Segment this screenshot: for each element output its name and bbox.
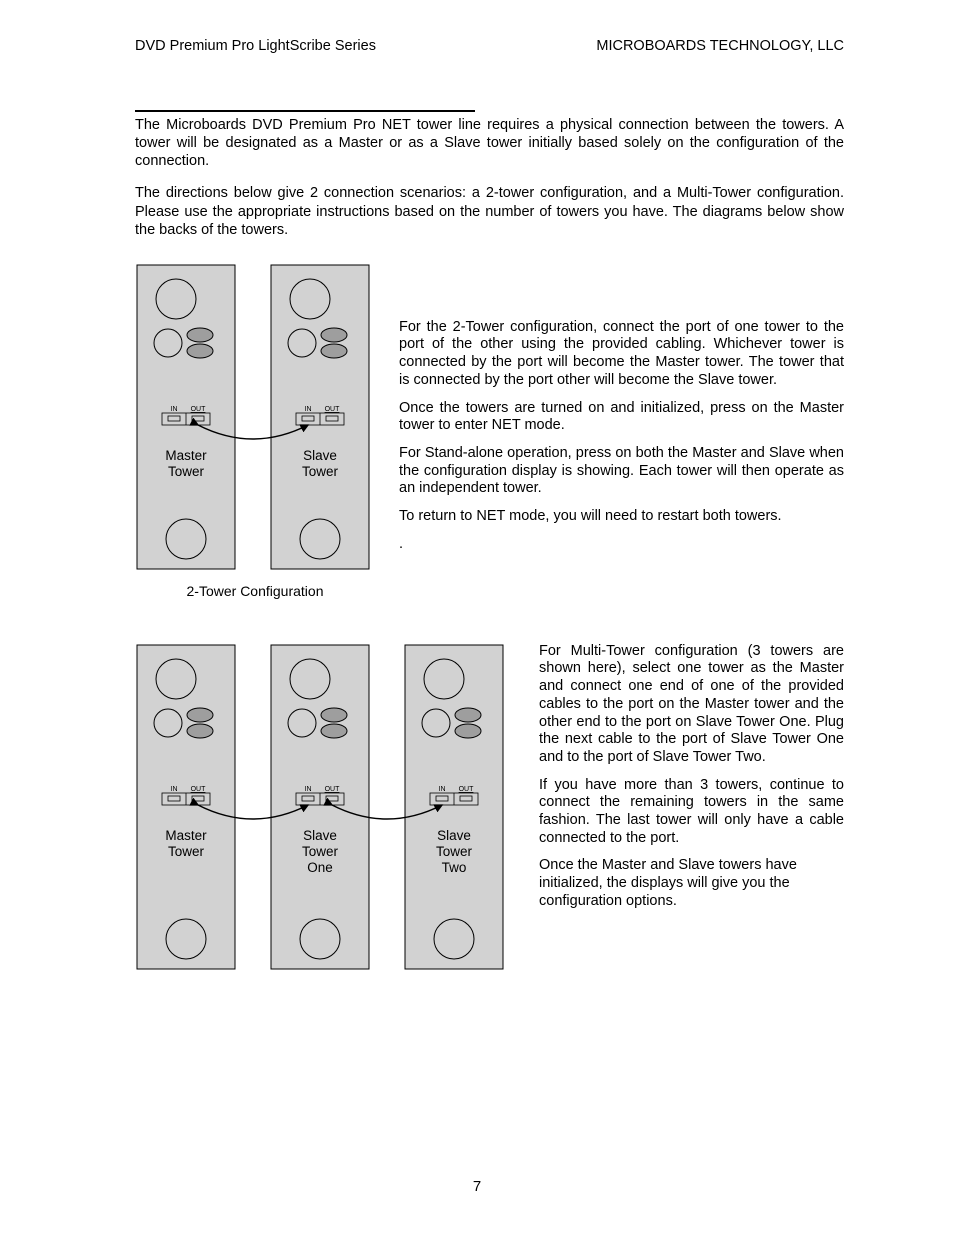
svg-text:Slave: Slave bbox=[303, 828, 337, 843]
svg-text:Tower: Tower bbox=[168, 464, 205, 479]
svg-text:IN: IN bbox=[305, 406, 312, 413]
svg-text:Slave: Slave bbox=[437, 828, 471, 843]
svg-text:OUT: OUT bbox=[191, 786, 207, 793]
svg-text:One: One bbox=[307, 860, 333, 875]
two-tower-text: For the 2-Tower configuration, connect t… bbox=[399, 263, 844, 599]
two-tower-p5: . bbox=[399, 536, 844, 554]
two-tower-svg: INOUTMasterTowerINOUTSlaveTower bbox=[135, 263, 375, 577]
multi-tower-text: For Multi-Tower configuration (3 towers … bbox=[539, 643, 844, 921]
intro-p2: The directions below give 2 connection s… bbox=[135, 184, 844, 238]
svg-text:OUT: OUT bbox=[325, 406, 341, 413]
divider-rule bbox=[135, 110, 475, 112]
two-tower-diagram: INOUTMasterTowerINOUTSlaveTower 2-Tower … bbox=[135, 263, 375, 599]
svg-text:OUT: OUT bbox=[191, 406, 207, 413]
svg-text:Tower: Tower bbox=[302, 844, 339, 859]
svg-text:Master: Master bbox=[165, 448, 207, 463]
svg-text:Tower: Tower bbox=[168, 844, 205, 859]
header-left: DVD Premium Pro LightScribe Series bbox=[135, 38, 376, 54]
svg-text:IN: IN bbox=[439, 786, 446, 793]
two-tower-p1: For the 2-Tower configuration, connect t… bbox=[399, 319, 844, 390]
svg-text:Slave: Slave bbox=[303, 448, 337, 463]
svg-text:Tower: Tower bbox=[302, 464, 339, 479]
two-tower-p3: For Stand-alone operation, press on both… bbox=[399, 445, 844, 498]
two-tower-p4: To return to NET mode, you will need to … bbox=[399, 508, 844, 526]
header-right: MICROBOARDS TECHNOLOGY, LLC bbox=[596, 38, 844, 54]
svg-text:OUT: OUT bbox=[459, 786, 475, 793]
multi-tower-svg: INOUTMasterTowerINOUTSlaveTowerOneINOUTS… bbox=[135, 643, 515, 977]
multi-tower-diagram: INOUTMasterTowerINOUTSlaveTowerOneINOUTS… bbox=[135, 643, 515, 977]
two-tower-section: INOUTMasterTowerINOUTSlaveTower 2-Tower … bbox=[135, 263, 844, 599]
svg-text:OUT: OUT bbox=[325, 786, 341, 793]
svg-text:IN: IN bbox=[171, 406, 178, 413]
page-number: 7 bbox=[0, 1178, 954, 1195]
page-header: DVD Premium Pro LightScribe Series MICRO… bbox=[135, 38, 844, 54]
svg-text:Two: Two bbox=[442, 860, 467, 875]
svg-text:Tower: Tower bbox=[436, 844, 473, 859]
intro-p1: The Microboards DVD Premium Pro NET towe… bbox=[135, 116, 844, 170]
svg-text:IN: IN bbox=[305, 786, 312, 793]
multi-tower-p2: If you have more than 3 towers, continue… bbox=[539, 777, 844, 848]
svg-text:Master: Master bbox=[165, 828, 207, 843]
multi-tower-section: INOUTMasterTowerINOUTSlaveTowerOneINOUTS… bbox=[135, 643, 844, 977]
multi-tower-p3: Once the Master and Slave towers have in… bbox=[539, 857, 844, 910]
intro-block: The Microboards DVD Premium Pro NET towe… bbox=[135, 116, 844, 239]
multi-tower-p1: For Multi-Tower configuration (3 towers … bbox=[539, 643, 844, 767]
two-tower-p2: Once the towers are turned on and initia… bbox=[399, 400, 844, 435]
two-tower-caption: 2-Tower Configuration bbox=[135, 583, 375, 599]
svg-text:IN: IN bbox=[171, 786, 178, 793]
